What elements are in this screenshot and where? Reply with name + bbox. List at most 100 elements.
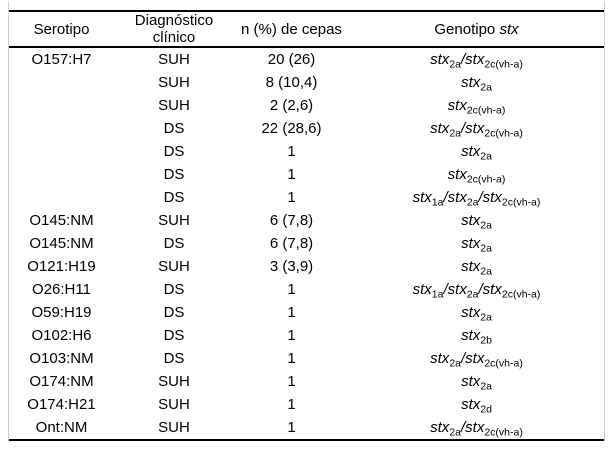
stx-subscript: 2b	[480, 334, 492, 347]
stx-subscript: 2c(vh-a)	[501, 288, 541, 301]
cell-diagnostico: SUH	[158, 396, 190, 413]
cell-diagnostico: DS	[163, 189, 185, 206]
stx-subscript: 2a	[466, 288, 479, 301]
stx-subscript: 2a	[480, 150, 492, 163]
stx-gene-text: stx	[461, 235, 481, 252]
serotype-genotype-table: Serotipo Diagnóstico clínico n (%) de ce…	[9, 10, 604, 441]
stx-subscript: 1a	[431, 288, 444, 301]
table-row: DS 1 stx1a/stx2a/stx2c(vh-a)	[9, 186, 604, 209]
table-row: DS 1 stx2c(vh-a)	[9, 163, 604, 186]
cell-diagnostico: DS	[163, 143, 185, 160]
cell-serotipo	[9, 163, 114, 186]
stx-gene-text: /stx	[461, 120, 485, 137]
stx-gene-text: stx	[461, 258, 481, 275]
table-row: O174:H21 SUH 1 stx2d	[9, 393, 604, 416]
stx-gene-text: stx	[447, 166, 467, 183]
table-row: SUH 8 (10,4) stx2a	[9, 71, 604, 94]
cell-serotipo	[9, 71, 114, 94]
cell-genotipo-stx: stx2c(vh-a)	[349, 94, 604, 117]
table-row: SUH 2 (2,6) stx2c(vh-a)	[9, 94, 604, 117]
cell-genotipo-stx: stx2a	[349, 209, 604, 232]
table-row: O121:H19 SUH 3 (3,9) stx2a	[9, 255, 604, 278]
cell-genotipo-stx: stx2a/stx2c(vh-a)	[349, 416, 604, 440]
stx-subscript: 2c(vh-a)	[484, 58, 523, 71]
cell-serotipo: O145:NM	[29, 235, 94, 252]
table-row: Ont:NM SUH 1 stx2a/stx2c(vh-a)	[9, 416, 604, 440]
cell-genotipo-stx: stx1a/stx2a/stx2c(vh-a)	[349, 278, 604, 301]
cell-genotipo-stx: stx2a	[349, 301, 604, 324]
cell-serotipo: O121:H19	[27, 258, 96, 275]
stx-subscript: 2d	[480, 403, 492, 416]
stx-gene-text: /stx	[478, 189, 502, 206]
cell-genotipo-stx: stx2a	[349, 232, 604, 255]
cell-n-cepas: 1	[287, 189, 296, 206]
cell-diagnostico: DS	[163, 327, 185, 344]
cell-n-cepas: 1	[287, 396, 296, 413]
cell-genotipo-stx: stx2a/stx2c(vh-a)	[349, 347, 604, 370]
cell-diagnostico: DS	[163, 166, 185, 183]
cell-serotipo	[9, 117, 114, 140]
stx-subscript: 2a	[480, 380, 492, 393]
genotipo-header-stx-italic: stx	[499, 20, 519, 38]
stx-subscript: 2a	[449, 58, 461, 71]
cell-diagnostico: SUH	[158, 97, 190, 114]
table-body: O157:H7 SUH 20 (26) stx2a/stx2c(vh-a) SUH 8 (…	[9, 47, 604, 440]
cell-genotipo-stx: stx2d	[349, 393, 604, 416]
cell-n-cepas: 1	[287, 419, 296, 436]
cell-n-cepas: 1	[287, 327, 296, 344]
cell-n-cepas: 2 (2,6)	[269, 97, 314, 114]
stx-subscript: 2a	[449, 127, 461, 140]
stx-gene-text: /stx	[461, 51, 485, 68]
stx-gene-text: stx	[461, 212, 481, 229]
cell-genotipo-stx: stx2a	[349, 370, 604, 393]
stx-gene-text: stx	[461, 74, 481, 91]
cell-genotipo-stx: stx2c(vh-a)	[349, 163, 604, 186]
cell-diagnostico: DS	[163, 235, 185, 252]
stx-subscript: 2a	[480, 311, 492, 324]
cell-n-cepas: 1	[287, 281, 296, 298]
table-header-row: Serotipo Diagnóstico clínico n (%) de ce…	[9, 11, 604, 48]
cell-n-cepas: 1	[287, 166, 296, 183]
cell-serotipo: O174:H21	[27, 396, 96, 413]
stx-subscript: 2a	[480, 265, 492, 278]
stx-subscript: 2a	[480, 242, 492, 255]
stx-gene-text: stx	[430, 350, 450, 367]
cell-n-cepas: 22 (28,6)	[261, 120, 322, 137]
stx-gene-text: /stx	[461, 350, 485, 367]
stx-subscript: 2c(vh-a)	[484, 426, 523, 439]
table-row: O145:NM DS 6 (7,8) stx2a	[9, 232, 604, 255]
stx-gene-text: stx	[412, 281, 432, 298]
stx-gene-text: stx	[430, 51, 450, 68]
stx-gene-text: /stx	[461, 419, 485, 436]
cell-serotipo: O157:H7	[31, 51, 92, 68]
table-row: O26:H11 DS 1 stx1a/stx2a/stx2c(vh-a)	[9, 278, 604, 301]
column-header-diagnostico-clinico: Diagnóstico clínico	[114, 11, 234, 48]
stx-gene-text: stx	[461, 327, 481, 344]
stx-subscript: 2c(vh-a)	[484, 357, 523, 370]
table-row: O157:H7 SUH 20 (26) stx2a/stx2c(vh-a)	[9, 47, 604, 71]
cell-serotipo: O59:H19	[31, 304, 92, 321]
table-row: O59:H19 DS 1 stx2a	[9, 301, 604, 324]
stx-subscript: 2a	[449, 426, 461, 439]
cell-genotipo-stx: stx2a/stx2c(vh-a)	[349, 47, 604, 71]
cell-n-cepas: 8 (10,4)	[265, 74, 318, 91]
table-row: O145:NM SUH 6 (7,8) stx2a	[9, 209, 604, 232]
cell-serotipo	[9, 140, 114, 163]
cell-n-cepas: 1	[287, 373, 296, 390]
cell-diagnostico: SUH	[158, 419, 190, 436]
cell-n-cepas: 1	[287, 143, 296, 160]
column-header-n-cepas: n (%) de cepas	[234, 11, 349, 48]
cell-genotipo-stx: stx2a	[349, 71, 604, 94]
cell-n-cepas: 3 (3,9)	[269, 258, 314, 275]
cell-diagnostico: DS	[163, 350, 185, 367]
cell-n-cepas: 6 (7,8)	[269, 235, 314, 252]
stx-gene-text: stx	[461, 304, 481, 321]
stx-gene-text: /stx	[443, 281, 467, 298]
column-header-genotipo-stx: Genotipo stx	[349, 11, 604, 48]
cell-genotipo-stx: stx2a	[349, 255, 604, 278]
stx-subscript: 2c(vh-a)	[501, 196, 541, 209]
cell-diagnostico: SUH	[158, 212, 190, 229]
cell-genotipo-stx: stx1a/stx2a/stx2c(vh-a)	[349, 186, 604, 209]
cell-diagnostico: DS	[163, 281, 185, 298]
